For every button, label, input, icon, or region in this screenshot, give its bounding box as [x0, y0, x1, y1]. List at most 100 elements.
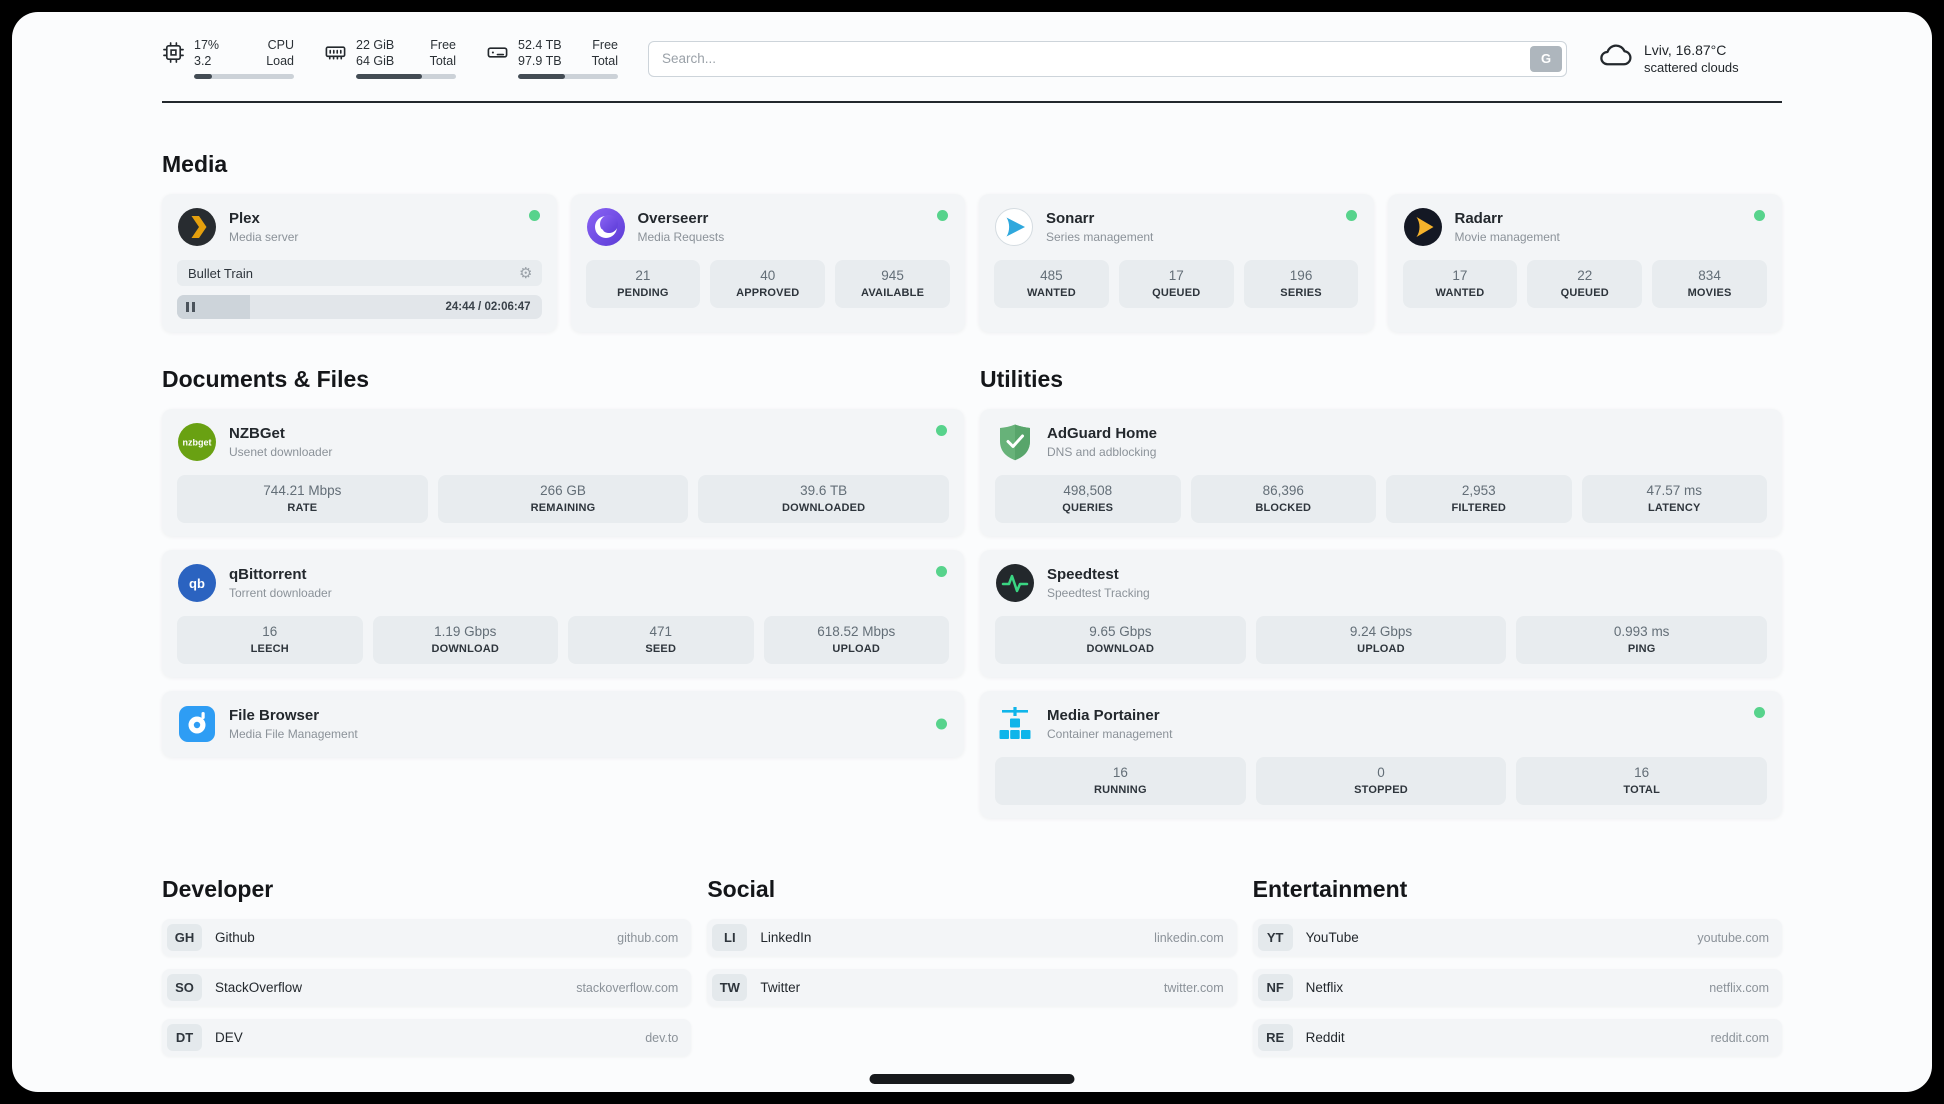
bookmark-label: Netflix [1305, 980, 1344, 995]
portainer-card[interactable]: Media Portainer Container management 16 … [980, 691, 1782, 818]
qbittorrent-card[interactable]: qb qBittorrent Torrent downloader 16 LEE… [162, 550, 964, 677]
pause-icon[interactable] [186, 302, 195, 312]
stat-value: 196 [1289, 268, 1313, 283]
media-progress-fill [177, 295, 250, 319]
bookmark-url: reddit.com [1710, 1030, 1769, 1045]
status-online-dot [936, 718, 947, 730]
header-divider [162, 101, 1782, 103]
bookmark-abbr: RE [1257, 1024, 1293, 1051]
bookmark-reddit[interactable]: RE Reddit reddit.com [1252, 1019, 1782, 1056]
ram-total: 64 GiB [356, 54, 395, 68]
disk-free: 52.4 TB [518, 38, 562, 53]
bookmark-dev[interactable]: DT DEV dev.to [162, 1019, 692, 1056]
stat-wanted: 485 WANTED [994, 260, 1109, 308]
filebrowser-card[interactable]: File Browser Media File Management [162, 691, 964, 757]
stat-label: FILTERED [1451, 502, 1507, 514]
stat-value: 266 GB [540, 483, 586, 498]
stat-value: 9.65 Gbps [1089, 624, 1152, 639]
bookmark-label: StackOverflow [215, 980, 303, 995]
bookmark-github[interactable]: GH Github github.com [162, 919, 692, 956]
bookmark-abbr: GH [167, 924, 202, 951]
search-box: G [648, 40, 1567, 77]
stat-queued: 22 QUEUED [1527, 260, 1643, 308]
speedtest-card[interactable]: Speedtest Speedtest Tracking 9.65 Gbps D… [980, 550, 1782, 677]
section-title-developer: Developer [162, 876, 274, 902]
system-stats: 17% CPU 3.2 Load 22 GiB Free 64 GiB Total [162, 38, 618, 79]
stat-value: 16 [1112, 765, 1128, 780]
stat-label: RUNNING [1093, 784, 1147, 796]
stat-value: 618.52 Mbps [817, 624, 896, 639]
bookmark-stackoverflow[interactable]: SO StackOverflow stackoverflow.com [162, 969, 692, 1006]
stat-label: LATENCY [1647, 502, 1701, 514]
stat-downloaded: 39.6 TB DOWNLOADED [698, 475, 950, 523]
bookmark-url: twitter.com [1163, 980, 1224, 995]
stat-label: WANTED [1026, 287, 1076, 299]
stat-label: STOPPED [1354, 784, 1408, 796]
disk-total: 97.9 TB [518, 54, 562, 68]
adguard-card[interactable]: AdGuard Home DNS and adblocking 498,508 … [980, 409, 1782, 536]
stat-value: 16 [262, 624, 278, 639]
stat-label: APPROVED [736, 287, 800, 299]
section-title-entertainment: Entertainment [1252, 876, 1408, 902]
qbittorrent-icon: qb [177, 563, 217, 603]
stat-label: BLOCKED [1255, 502, 1312, 514]
bookmark-abbr: DT [167, 1024, 202, 1051]
stat-label: DOWNLOAD [1086, 643, 1155, 655]
bookmark-label: Twitter [760, 980, 801, 995]
stat-label: SEED [645, 643, 677, 655]
sonarr-icon [994, 207, 1034, 247]
dashboard-panel: 17% CPU 3.2 Load 22 GiB Free 64 GiB Total [12, 12, 1932, 1092]
ram-total-label: Total [429, 54, 456, 68]
sonarr-card[interactable]: Sonarr Series management 485 WANTED 17 Q… [979, 194, 1374, 332]
stat-value: 834 [1698, 268, 1721, 283]
section-title-social: Social [707, 876, 776, 902]
bookmark-url: dev.to [645, 1030, 679, 1045]
weather-location: Lviv, 16.87°C [1644, 42, 1727, 58]
radarr-card[interactable]: Radarr Movie management 17 WANTED 22 QUE… [1387, 194, 1782, 332]
stat-value: 945 [881, 268, 904, 283]
app-subtitle: Movie management [1454, 230, 1560, 244]
status-online-dot [936, 566, 947, 577]
portainer-icon [995, 704, 1035, 744]
search-engine-button[interactable]: G [1530, 45, 1562, 72]
stat-value: 16 [1634, 765, 1650, 780]
adguard-icon [995, 422, 1035, 462]
overseerr-card[interactable]: Overseerr Media Requests 21 PENDING 40 A… [570, 194, 965, 332]
gear-icon[interactable]: ⚙ [519, 264, 533, 282]
bookmark-youtube[interactable]: YT YouTube youtube.com [1252, 919, 1782, 956]
now-playing-row: Bullet Train ⚙ [177, 260, 542, 286]
svg-text:nzbget: nzbget [183, 438, 212, 448]
app-subtitle: Media File Management [229, 727, 358, 741]
bookmark-netflix[interactable]: NF Netflix netflix.com [1252, 969, 1782, 1006]
ram-icon [324, 38, 347, 64]
disk-total-label: Total [591, 54, 618, 68]
nzbget-card[interactable]: nzbget NZBGet Usenet downloader 744.21 M… [162, 409, 964, 536]
app-name: Plex [229, 210, 260, 227]
bookmark-twitter[interactable]: TW Twitter twitter.com [707, 969, 1237, 1006]
stat-label: QUEUED [1560, 287, 1609, 299]
stat-value: 744.21 Mbps [263, 483, 342, 498]
search-input[interactable] [648, 40, 1567, 77]
stat-download: 1.19 Gbps DOWNLOAD [372, 616, 558, 664]
section-title-media: Media [162, 151, 228, 177]
section-documents: Documents & Files nzbget NZBGet Usenet d… [162, 366, 964, 818]
bookmark-url: linkedin.com [1154, 930, 1224, 945]
app-subtitle: DNS and adblocking [1047, 445, 1157, 459]
stat-approved: 40 APPROVED [710, 260, 826, 308]
svg-text:qb: qb [189, 576, 205, 591]
plex-card[interactable]: Plex Media server Bullet Train ⚙ 24:44 /… [162, 194, 557, 332]
bookmark-linkedin[interactable]: LI LinkedIn linkedin.com [707, 919, 1237, 956]
stat-label: QUERIES [1062, 502, 1114, 514]
ram-free: 22 GiB [356, 38, 395, 53]
bookmark-abbr: NF [1257, 974, 1293, 1001]
stat-value: 39.6 TB [800, 483, 848, 498]
media-progress-bar[interactable]: 24:44 / 02:06:47 [177, 295, 542, 319]
stat-value: 1.19 Gbps [434, 624, 497, 639]
home-indicator [869, 1074, 1075, 1084]
app-name: Speedtest [1047, 566, 1119, 583]
stat-upload: 618.52 Mbps UPLOAD [763, 616, 949, 664]
stat-value: 0 [1377, 765, 1385, 780]
app-name: NZBGet [229, 425, 285, 442]
status-online-dot [936, 425, 947, 436]
